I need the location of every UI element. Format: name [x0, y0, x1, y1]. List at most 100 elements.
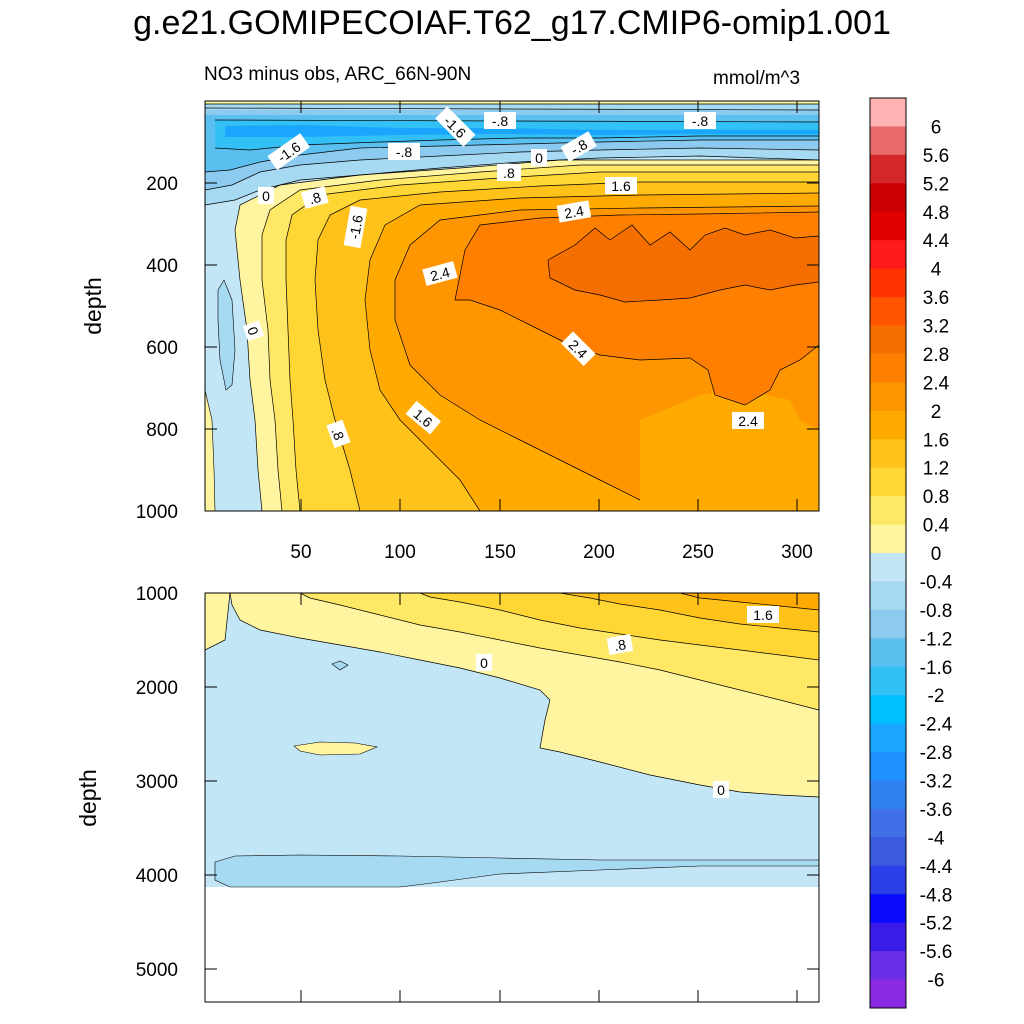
upper-panel-field: [205, 101, 819, 511]
svg-text:0: 0: [480, 655, 488, 671]
contour-label: 1.6: [747, 606, 779, 623]
colorbar-swatch: [870, 410, 906, 440]
contour-label: 0: [476, 654, 492, 671]
lower-contour-labels: 1.6 .8 0 0: [476, 606, 779, 798]
contour-label: -.8: [684, 112, 716, 129]
colorbar-label: -6: [928, 971, 945, 992]
upper-ytick: 400: [146, 256, 178, 277]
lower-ytick: 1000: [136, 584, 178, 605]
svg-text:-.8: -.8: [568, 136, 590, 158]
colorbar-swatch: [870, 553, 906, 582]
colorbar-swatch: [870, 951, 906, 981]
colorbar-swatch: [870, 240, 906, 270]
colorbar-swatch: [870, 325, 906, 355]
svg-text:0: 0: [535, 150, 543, 166]
units-label: mmol/m^3: [713, 68, 801, 89]
svg-text:2.4: 2.4: [429, 264, 452, 285]
svg-text:-1.6: -1.6: [346, 214, 366, 241]
colorbar-swatch: [870, 752, 906, 781]
colorbar-label: -4.4: [920, 857, 953, 878]
blue-blob: [331, 660, 349, 671]
svg-text:.8: .8: [307, 189, 323, 208]
colorbar-label: 2.4: [923, 373, 950, 394]
colorbar-label: -4.8: [920, 885, 953, 906]
upper-xtick: 250: [682, 542, 714, 563]
contour-label: .8: [326, 419, 351, 449]
surface-sliver: [205, 101, 819, 104]
lower-ytick: 3000: [136, 772, 178, 793]
upper-ytick: 1000: [136, 502, 178, 523]
colorbar-swatch: [870, 154, 906, 184]
colorbar-swatch: [870, 268, 906, 298]
colorbar-swatch: [870, 894, 906, 924]
colorbar-swatch: [870, 979, 906, 1009]
svg-text:.8: .8: [503, 165, 515, 181]
colorbar-label: -3.2: [920, 772, 953, 793]
colorbar-label: -0.4: [920, 572, 953, 593]
left-edge-yellow: [205, 389, 216, 511]
colorbar-swatch: [870, 865, 906, 895]
colorbar-swatch: [870, 297, 906, 326]
colorbar-swatch: [870, 695, 906, 725]
svg-text:1.6: 1.6: [753, 607, 773, 623]
colorbar-frame: [869, 97, 907, 1009]
colorbar-label: -5.6: [920, 942, 953, 963]
colorbar-swatch: [870, 382, 906, 412]
upper-ticks: [205, 101, 819, 511]
colorbar-label: -2.8: [920, 743, 953, 764]
yellow-blob: [293, 741, 379, 756]
contour-label: -1.6: [343, 205, 368, 249]
colorbar-swatch: [870, 808, 906, 838]
svg-text:.8: .8: [328, 426, 347, 443]
colorbar-swatch: [870, 524, 906, 554]
colorbar-label: 1.2: [923, 459, 949, 480]
lower-ytick: 4000: [136, 866, 178, 887]
svg-text:0: 0: [262, 188, 270, 204]
left-yellow-lower: [205, 593, 230, 650]
colorbar-swatch: [870, 581, 906, 611]
upper-xtick: 50: [290, 542, 311, 563]
contour-label: .8: [606, 634, 634, 655]
svg-text:0: 0: [717, 782, 725, 798]
contour-label: .8: [497, 164, 521, 181]
colorbar-label: -1.2: [920, 629, 953, 650]
colorbar: [869, 97, 907, 1009]
colorbar-label: -2.4: [920, 715, 953, 736]
contour-label: -.8: [388, 143, 420, 160]
upper-contour-labels: -.8-1.6-.8-1.6-.80-.8-.8.80.81.6-1.62.42…: [242, 106, 764, 449]
colorbar-swatch: [870, 837, 906, 867]
upper-xtick: 100: [384, 542, 416, 563]
colorbar-swatch: [870, 211, 906, 241]
chart-title: g.e21.GOMIPECOIAF.T62_g17.CMIP6-omip1.00…: [133, 4, 891, 42]
upper-ytick: 800: [146, 420, 178, 441]
colorbar-label: 5.2: [923, 174, 949, 195]
colorbar-swatch: [870, 780, 906, 810]
colorbar-label: 5.6: [923, 146, 949, 167]
colorbar-swatch: [870, 922, 906, 952]
colorbar-swatch: [870, 439, 906, 469]
contour-label: 0: [713, 781, 729, 798]
upper-xtick: 150: [484, 542, 516, 563]
colorbar-label: -1.6: [920, 658, 953, 679]
colorbar-swatch: [870, 353, 906, 383]
colorbar-swatch: [870, 98, 906, 127]
upper-xtick: 200: [583, 542, 615, 563]
contour-label: 1.6: [605, 177, 637, 194]
lower-panel-field: [205, 593, 819, 1002]
lower-ytick: 2000: [136, 678, 178, 699]
colorbar-swatch: [870, 666, 906, 696]
lower-ylabel: depth: [75, 769, 101, 827]
upper-ytick: 200: [146, 174, 178, 195]
upper-xtick: 300: [781, 542, 813, 563]
contour-label: -.8: [560, 131, 597, 162]
colorbar-swatch: [870, 467, 906, 497]
surface-band-neg-2.4: [225, 125, 819, 137]
left-lens: [217, 279, 236, 391]
upper-ytick: 600: [146, 338, 178, 359]
contour-label: 0: [242, 320, 265, 342]
contour-label: 0: [258, 187, 274, 204]
colorbar-label: 2: [931, 402, 942, 423]
upper-ylabel: depth: [80, 277, 106, 335]
lower-ytick: 5000: [136, 960, 178, 981]
